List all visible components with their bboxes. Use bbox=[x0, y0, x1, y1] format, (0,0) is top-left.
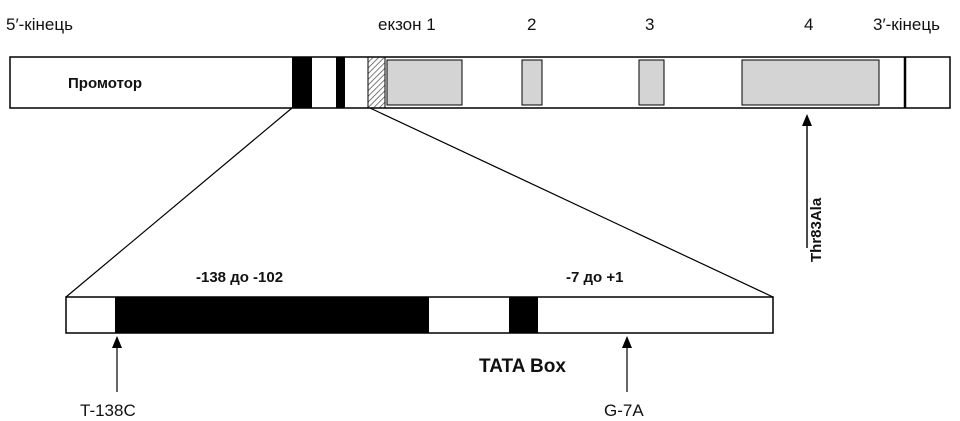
zoom-line-left bbox=[65, 107, 293, 298]
exon1-box bbox=[386, 59, 463, 106]
mutation-arrowhead bbox=[802, 114, 812, 126]
exon2-box bbox=[521, 59, 543, 106]
snp1-label: T-138C bbox=[80, 401, 136, 420]
promoter-element-2 bbox=[336, 57, 345, 108]
three-prime-label: 3′-кінець bbox=[873, 15, 940, 34]
zoom-line-right bbox=[369, 107, 774, 298]
exon4-box bbox=[741, 59, 880, 106]
region1-block bbox=[115, 297, 429, 333]
promoter-element-1 bbox=[292, 57, 312, 108]
mutation-label: Thr83Ala bbox=[808, 197, 825, 262]
snp1-arrowhead bbox=[112, 336, 122, 348]
promoter-label: Промотор bbox=[68, 75, 142, 92]
exon1-label: екзон 1 bbox=[378, 15, 436, 34]
tata-box-label: TATA Box bbox=[479, 356, 566, 377]
exon4-label: 4 bbox=[804, 15, 813, 34]
gene-bar bbox=[9, 56, 951, 109]
exon3-label: 3 bbox=[645, 15, 654, 34]
snp2-arrowhead bbox=[622, 336, 632, 348]
tata-region-hatched bbox=[367, 56, 386, 109]
snp2-label: G-7A bbox=[604, 401, 644, 420]
region1-label: -138 до -102 bbox=[196, 269, 283, 286]
region2-block bbox=[509, 297, 538, 333]
exon3-box bbox=[638, 59, 665, 106]
five-prime-label: 5′-кінець bbox=[6, 15, 73, 34]
exon2-label: 2 bbox=[527, 15, 536, 34]
zoomed-promoter-bar bbox=[65, 296, 774, 334]
region2-label: -7 до +1 bbox=[566, 269, 623, 286]
